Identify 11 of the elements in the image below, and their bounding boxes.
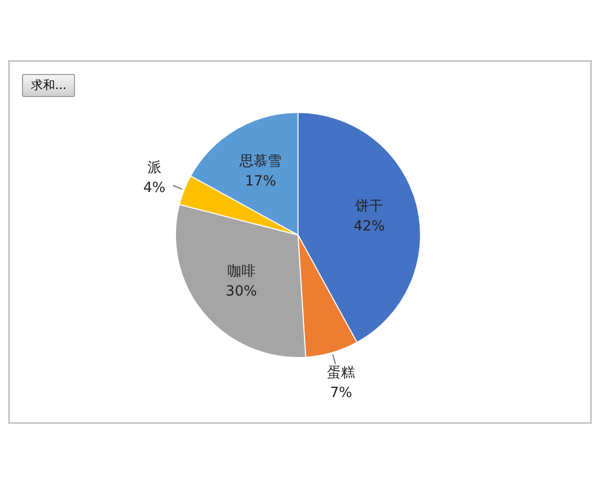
data-label: 4% bbox=[143, 180, 166, 196]
field-button: 求和... bbox=[22, 74, 76, 97]
data-label: 30% bbox=[226, 283, 257, 300]
data-label: 17% bbox=[245, 173, 276, 190]
slice-label: 思慕雪 bbox=[238, 153, 282, 170]
slice-label: 咖啡 bbox=[227, 263, 256, 280]
slice-label: 饼干 bbox=[354, 198, 384, 214]
slice-label: 派 bbox=[147, 160, 162, 176]
data-label: 7% bbox=[330, 385, 352, 402]
slice-label: 蛋糕 bbox=[327, 365, 356, 382]
data-label: 42% bbox=[354, 218, 385, 234]
